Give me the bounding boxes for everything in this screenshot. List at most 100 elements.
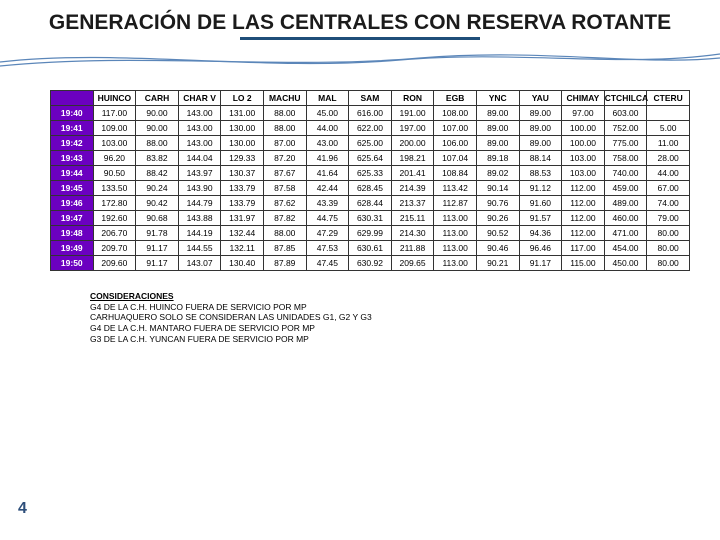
data-table-wrap: HUINCOCARHCHAR VLO 2MACHUMALSAMRONEGBYNC…	[0, 72, 720, 271]
value-cell: 90.50	[93, 166, 136, 181]
value-cell: 143.00	[178, 106, 221, 121]
value-cell: 90.68	[136, 211, 179, 226]
col-header: YNC	[476, 91, 519, 106]
value-cell: 88.00	[263, 106, 306, 121]
value-cell: 5.00	[647, 121, 690, 136]
value-cell: 87.82	[263, 211, 306, 226]
value-cell: 44.00	[647, 166, 690, 181]
value-cell: 454.00	[604, 241, 647, 256]
col-header: RON	[391, 91, 434, 106]
value-cell: 100.00	[562, 121, 605, 136]
value-cell: 91.17	[136, 256, 179, 271]
value-cell: 90.24	[136, 181, 179, 196]
value-cell: 489.00	[604, 196, 647, 211]
time-cell: 19:46	[51, 196, 94, 211]
value-cell: 108.84	[434, 166, 477, 181]
value-cell: 622.00	[349, 121, 392, 136]
value-cell: 628.45	[349, 181, 392, 196]
value-cell: 97.00	[562, 106, 605, 121]
value-cell: 144.55	[178, 241, 221, 256]
value-cell: 200.00	[391, 136, 434, 151]
value-cell: 460.00	[604, 211, 647, 226]
value-cell: 83.82	[136, 151, 179, 166]
value-cell: 90.42	[136, 196, 179, 211]
table-row: 19:48206.7091.78144.19132.4488.0047.2962…	[51, 226, 690, 241]
value-cell	[647, 106, 690, 121]
consideration-line: G4 DE LA C.H. HUINCO FUERA DE SERVICIO P…	[90, 302, 690, 313]
value-cell: 90.00	[136, 121, 179, 136]
time-cell: 19:41	[51, 121, 94, 136]
title-underline	[240, 37, 480, 40]
value-cell: 88.00	[263, 226, 306, 241]
value-cell: 80.00	[647, 241, 690, 256]
time-cell: 19:42	[51, 136, 94, 151]
value-cell: 113.42	[434, 181, 477, 196]
value-cell: 91.12	[519, 181, 562, 196]
value-cell: 214.39	[391, 181, 434, 196]
value-cell: 209.60	[93, 256, 136, 271]
value-cell: 87.89	[263, 256, 306, 271]
value-cell: 752.00	[604, 121, 647, 136]
value-cell: 206.70	[93, 226, 136, 241]
value-cell: 143.07	[178, 256, 221, 271]
value-cell: 143.00	[178, 121, 221, 136]
value-cell: 112.00	[562, 181, 605, 196]
value-cell: 112.00	[562, 211, 605, 226]
value-cell: 96.20	[93, 151, 136, 166]
col-header: SAM	[349, 91, 392, 106]
value-cell: 132.44	[221, 226, 264, 241]
value-cell: 107.04	[434, 151, 477, 166]
value-cell: 87.00	[263, 136, 306, 151]
value-cell: 87.20	[263, 151, 306, 166]
value-cell: 630.92	[349, 256, 392, 271]
value-cell: 214.30	[391, 226, 434, 241]
value-cell: 630.31	[349, 211, 392, 226]
value-cell: 28.00	[647, 151, 690, 166]
value-cell: 43.39	[306, 196, 349, 211]
table-row: 19:45133.5090.24143.90133.7987.5842.4462…	[51, 181, 690, 196]
col-header: CHAR V	[178, 91, 221, 106]
value-cell: 67.00	[647, 181, 690, 196]
value-cell: 90.21	[476, 256, 519, 271]
value-cell: 130.00	[221, 121, 264, 136]
value-cell: 41.96	[306, 151, 349, 166]
value-cell: 88.14	[519, 151, 562, 166]
table-row: 19:40117.0090.00143.00131.0088.0045.0061…	[51, 106, 690, 121]
value-cell: 133.50	[93, 181, 136, 196]
value-cell: 91.78	[136, 226, 179, 241]
value-cell: 191.00	[391, 106, 434, 121]
value-cell: 144.04	[178, 151, 221, 166]
value-cell: 43.00	[306, 136, 349, 151]
time-cell: 19:45	[51, 181, 94, 196]
value-cell: 113.00	[434, 241, 477, 256]
value-cell: 172.80	[93, 196, 136, 211]
value-cell: 87.62	[263, 196, 306, 211]
value-cell: 740.00	[604, 166, 647, 181]
value-cell: 108.00	[434, 106, 477, 121]
value-cell: 209.65	[391, 256, 434, 271]
value-cell: 625.00	[349, 136, 392, 151]
value-cell: 89.02	[476, 166, 519, 181]
col-header: CTCHILCA	[604, 91, 647, 106]
table-row: 19:4490.5088.42143.97130.3787.6741.64625…	[51, 166, 690, 181]
value-cell: 107.00	[434, 121, 477, 136]
col-header: CTERU	[647, 91, 690, 106]
consideration-line: G4 DE LA C.H. MANTARO FUERA DE SERVICIO …	[90, 323, 690, 334]
value-cell: 144.19	[178, 226, 221, 241]
page-title: GENERACIÓN DE LAS CENTRALES CON RESERVA …	[0, 0, 720, 37]
value-cell: 91.17	[519, 256, 562, 271]
value-cell: 113.00	[434, 211, 477, 226]
col-header	[51, 91, 94, 106]
value-cell: 80.00	[647, 226, 690, 241]
col-header: CARH	[136, 91, 179, 106]
value-cell: 459.00	[604, 181, 647, 196]
value-cell: 112.00	[562, 196, 605, 211]
value-cell: 88.42	[136, 166, 179, 181]
value-cell: 45.00	[306, 106, 349, 121]
value-cell: 471.00	[604, 226, 647, 241]
value-cell: 96.46	[519, 241, 562, 256]
table-row: 19:49209.7091.17144.55132.1187.8547.5363…	[51, 241, 690, 256]
time-cell: 19:49	[51, 241, 94, 256]
value-cell: 91.17	[136, 241, 179, 256]
value-cell: 89.18	[476, 151, 519, 166]
